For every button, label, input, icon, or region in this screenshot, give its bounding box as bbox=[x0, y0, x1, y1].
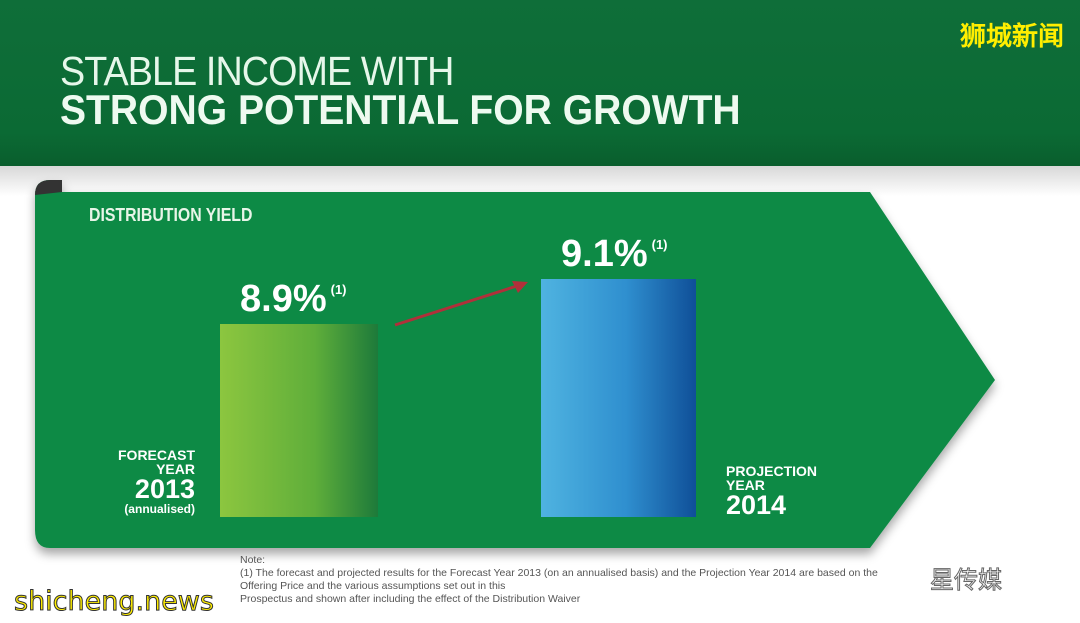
watermark-bottom-left: shicheng.news bbox=[14, 586, 215, 618]
value-label-1: 9.1% (1) bbox=[561, 233, 668, 276]
category-label-2014: PROJECTION YEAR 2014 bbox=[726, 464, 817, 519]
cat-line: YEAR bbox=[156, 461, 195, 477]
cat-year: 2014 bbox=[726, 490, 787, 520]
growth-arrow-line bbox=[394, 283, 521, 327]
chart-title: DISTRIBUTION YIELD bbox=[89, 205, 253, 225]
header-shadow bbox=[0, 166, 1080, 196]
footnote-marker: (1) bbox=[651, 236, 668, 252]
growth-arrowhead bbox=[512, 281, 528, 293]
cat-line: PROJECTION bbox=[726, 463, 818, 479]
header-banner: STABLE INCOME WITH STRONG POTENTIAL FOR … bbox=[0, 0, 1080, 166]
footnote-marker: (1) bbox=[330, 281, 347, 297]
value-label-0: 8.9% (1) bbox=[240, 278, 347, 321]
note-item-1: (1) The forecast and projected results f… bbox=[240, 567, 878, 592]
value-text: 8.9% bbox=[240, 277, 327, 320]
note-heading: Note: bbox=[240, 554, 266, 566]
category-label-2013: FORECAST YEAR 2013 (annualised) bbox=[90, 448, 195, 515]
note-item-1-cont: Prospectus and shown after including the… bbox=[240, 593, 581, 605]
cat-note: (annualised) bbox=[124, 502, 195, 516]
watermark-bottom-right: 星传媒 bbox=[930, 566, 1003, 595]
value-text: 9.1% bbox=[561, 232, 648, 275]
title-line-1: STABLE INCOME WITH bbox=[60, 48, 454, 94]
cat-year: 2013 bbox=[134, 474, 195, 504]
watermark-top-right: 狮城新闻 bbox=[959, 22, 1064, 52]
cat-line: FORECAST bbox=[118, 447, 195, 463]
cat-line: YEAR bbox=[726, 477, 765, 493]
bar-1 bbox=[541, 278, 696, 517]
title-line-2: STRONG POTENTIAL FOR GROWTH bbox=[60, 86, 741, 133]
notes-block: Note: (1) The forecast and projected res… bbox=[240, 554, 915, 606]
bar-0 bbox=[220, 323, 378, 517]
